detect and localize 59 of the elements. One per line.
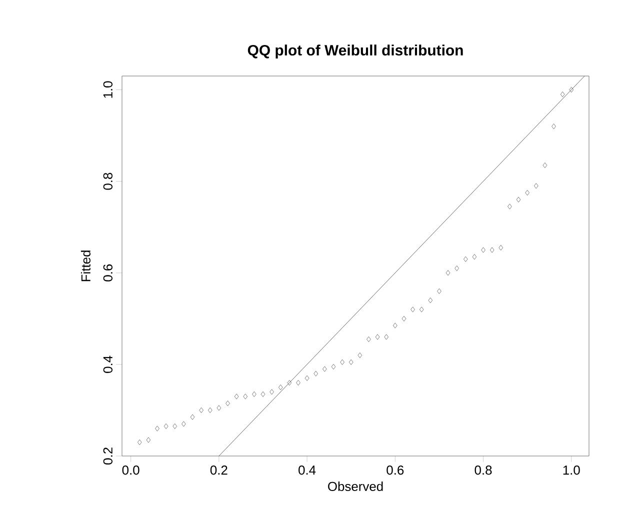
point [552,124,556,130]
point [340,359,344,365]
point [155,426,160,432]
point [428,298,433,304]
point [490,247,494,253]
point [252,391,256,397]
point [508,204,512,210]
point [304,375,310,381]
x-tick-label: 0.4 [298,466,316,475]
point [348,359,354,365]
point [534,183,538,189]
y-tick-label: 0.6 [103,264,112,282]
x-tick-label: 0.6 [386,466,404,475]
point [560,92,565,98]
chart-title: QQ plot of Weibull distribution [248,44,463,58]
point [182,421,186,427]
point [260,391,266,397]
point [137,439,142,446]
point [270,389,274,395]
point [190,414,195,420]
point [314,370,318,376]
point [410,306,415,312]
point [322,366,327,372]
point [481,247,486,253]
point [358,352,362,358]
point [498,244,504,250]
point [375,334,380,340]
y-tick-label: 0.4 [103,356,112,373]
point [172,423,178,430]
point [208,407,212,414]
x-tick-label: 0.2 [210,466,228,475]
point [569,86,574,93]
point [243,394,248,400]
point [437,288,442,294]
point [419,306,424,312]
point [516,196,521,202]
point [472,254,477,260]
point [393,322,398,328]
point [331,364,336,370]
point [164,423,168,430]
point [146,437,151,443]
point [384,334,388,340]
y-tick-label: 0.2 [103,448,112,464]
point [234,394,239,400]
point [287,380,292,386]
point [542,162,548,168]
point [446,270,450,276]
point [278,384,283,390]
point [463,256,468,262]
y-tick-label: 1.0 [103,81,112,98]
y-tick-label: 0.8 [103,172,112,190]
point [216,405,222,411]
x-tick-label: 1.0 [563,466,580,475]
point [402,316,406,322]
x-tick-label: 0.8 [474,466,492,475]
y-axis-title: Fitted [80,250,90,282]
x-axis-title: Observed [328,482,383,492]
point [226,400,230,406]
x-tick-label: 0.0 [122,466,140,475]
